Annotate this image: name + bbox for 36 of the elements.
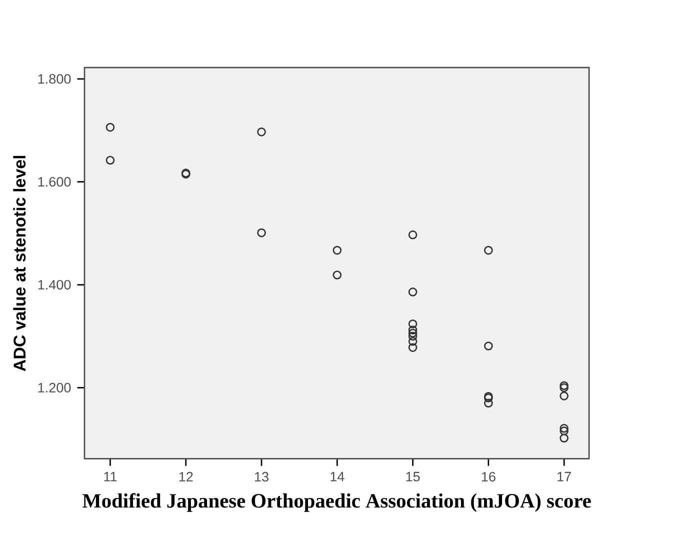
point xyxy=(257,128,266,137)
x-tick-label: 11 xyxy=(104,472,117,482)
point xyxy=(484,246,493,255)
y-tick-label: 1.400 xyxy=(38,280,71,290)
point xyxy=(560,384,569,392)
point xyxy=(106,123,115,132)
x-tick-label: 12 xyxy=(179,472,193,482)
point xyxy=(484,398,493,408)
x-axis-title: Modified Japanese Orthopaedic Association (mJOA) score xyxy=(82,493,591,512)
x-tick-label: 13 xyxy=(255,472,268,482)
point xyxy=(408,328,418,338)
y-axis-title: ADC value at stenotic level xyxy=(13,156,26,372)
point xyxy=(408,320,418,329)
point xyxy=(408,288,418,297)
point xyxy=(408,337,418,346)
point xyxy=(257,228,266,238)
x-tick-label: 14 xyxy=(330,472,344,482)
y-tick-label: 1.600 xyxy=(38,177,71,187)
point xyxy=(408,343,418,352)
x-tick-label: 16 xyxy=(482,472,496,482)
point xyxy=(484,342,493,351)
point xyxy=(106,156,115,165)
point xyxy=(560,426,569,436)
point xyxy=(560,424,569,433)
y-tick-label: 1.800 xyxy=(38,74,71,84)
point xyxy=(332,246,342,255)
point xyxy=(408,332,418,341)
point xyxy=(560,381,569,390)
x-tick-label: 15 xyxy=(406,472,420,482)
point xyxy=(408,326,418,335)
x-tick-label: 17 xyxy=(558,472,571,482)
point xyxy=(408,230,418,240)
y-tick-label: 1.200 xyxy=(38,383,71,393)
point xyxy=(560,434,569,443)
point xyxy=(332,270,342,280)
point xyxy=(560,392,569,401)
